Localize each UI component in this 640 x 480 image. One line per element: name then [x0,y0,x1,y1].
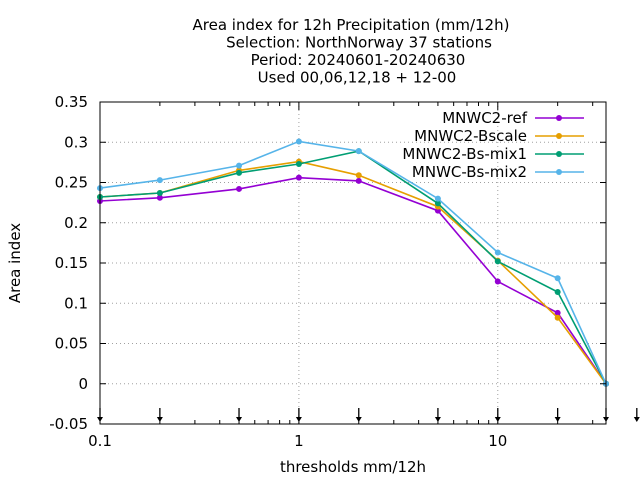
threshold-marker-head [236,417,243,422]
threshold-marker-head [633,417,640,422]
y-tick-label: -0.05 [49,415,88,433]
data-point [236,185,243,192]
data-point [554,309,561,316]
y-tick-label: 0.15 [55,254,88,272]
data-point [554,275,561,282]
data-point [355,177,362,184]
series-lines [97,138,609,387]
data-point [355,148,362,155]
data-point [494,249,501,256]
data-point [236,162,243,169]
threshold-marker-head [434,417,441,422]
y-axis-title: Area index [6,223,24,303]
title-line: Area index for 12h Precipitation (mm/12h… [193,16,510,34]
chart-title: Area index for 12h Precipitation (mm/12h… [193,16,510,87]
series-line [99,160,607,385]
x-tick-label: 0.1 [88,432,112,450]
legend-label: MNWC2-ref [442,109,527,127]
legend-label: MNWC-Bs-mix2 [412,163,527,181]
legend-marker [556,169,562,175]
title-line: Selection: NorthNorway 37 stations [226,34,492,52]
title-line: Period: 20240601-20240630 [251,51,466,69]
legend: MNWC2-refMNWC2-BscaleMNWC2-Bs-mix1MNWC-B… [402,109,584,181]
data-point [156,177,163,184]
y-tick-label: 0.05 [55,335,88,353]
y-tick-label: 0.1 [64,294,88,312]
legend-label: MNWC2-Bscale [414,127,527,145]
y-tick-label: 0 [78,375,88,393]
data-point [554,288,561,295]
x-axis-ticks: 0.1 1 10 [88,102,594,450]
y-axis-ticks: 0.35 0.3 0.25 0.2 0.15 0.1 0.05 0 -0.05 [49,93,606,433]
y-tick-label: 0.2 [64,214,88,232]
y-tick-label: 0.35 [55,93,88,111]
data-point [295,138,302,145]
legend-marker [556,133,562,139]
threshold-marker-head [554,417,561,422]
data-point [434,200,441,207]
data-point [494,258,501,265]
threshold-marker-head [355,417,362,422]
legend-marker [556,151,562,157]
x-tick-label: 1 [294,432,304,450]
x-axis-title: thresholds mm/12h [280,458,426,476]
legend-label: MNWC2-Bs-mix1 [402,145,527,163]
data-point [355,172,362,179]
data-point [236,169,243,176]
threshold-marker-head [156,417,163,422]
threshold-markers [97,408,640,422]
y-tick-label: 0.25 [55,174,88,192]
y-tick-label: 0.3 [64,133,88,151]
data-point [156,189,163,196]
x-tick-label: 10 [488,432,507,450]
series-line [99,150,607,385]
data-point [494,278,501,285]
data-point [156,194,163,201]
title-line: Used 00,06,12,18 + 12-00 [258,69,457,87]
data-point [295,174,302,181]
data-point [295,160,302,167]
data-point [434,195,441,202]
legend-marker [556,115,562,121]
data-point [554,314,561,321]
series-line [99,176,607,385]
